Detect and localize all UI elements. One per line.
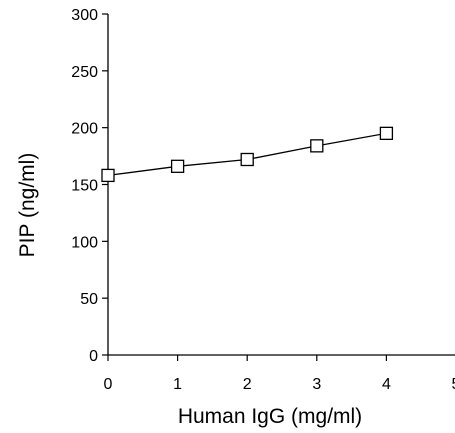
data-point-marker [101,168,115,183]
data-point-marker [379,126,394,140]
y-axis-title: PIP (ng/ml) [16,153,39,258]
y-axis-ticks: 0 50 100 150 200 250 300 [71,7,108,365]
x-axis-ticks: 0 1 2 3 4 5 [104,355,455,393]
x-tick-label: 5 [452,376,455,393]
y-tick-label: 200 [71,121,98,138]
axes [107,14,455,356]
y-tick-label: 50 [80,291,98,308]
x-tick-label: 3 [312,376,321,393]
y-tick-label: 0 [89,348,98,365]
y-tick-label: 150 [71,178,98,195]
y-tick-label: 250 [71,64,98,81]
data-point-marker [310,139,324,153]
data-point-marker [240,152,254,167]
y-tick-label: 100 [71,234,98,251]
y-tick-label: 300 [71,7,98,24]
data-point-marker [170,159,185,173]
x-tick-label: 1 [173,376,182,393]
series-layer [101,126,394,183]
x-tick-label: 0 [104,376,113,393]
x-tick-label: 4 [382,376,391,393]
x-tick-label: 2 [243,376,252,393]
x-axis-title: Human IgG (mg/ml) [178,405,362,428]
